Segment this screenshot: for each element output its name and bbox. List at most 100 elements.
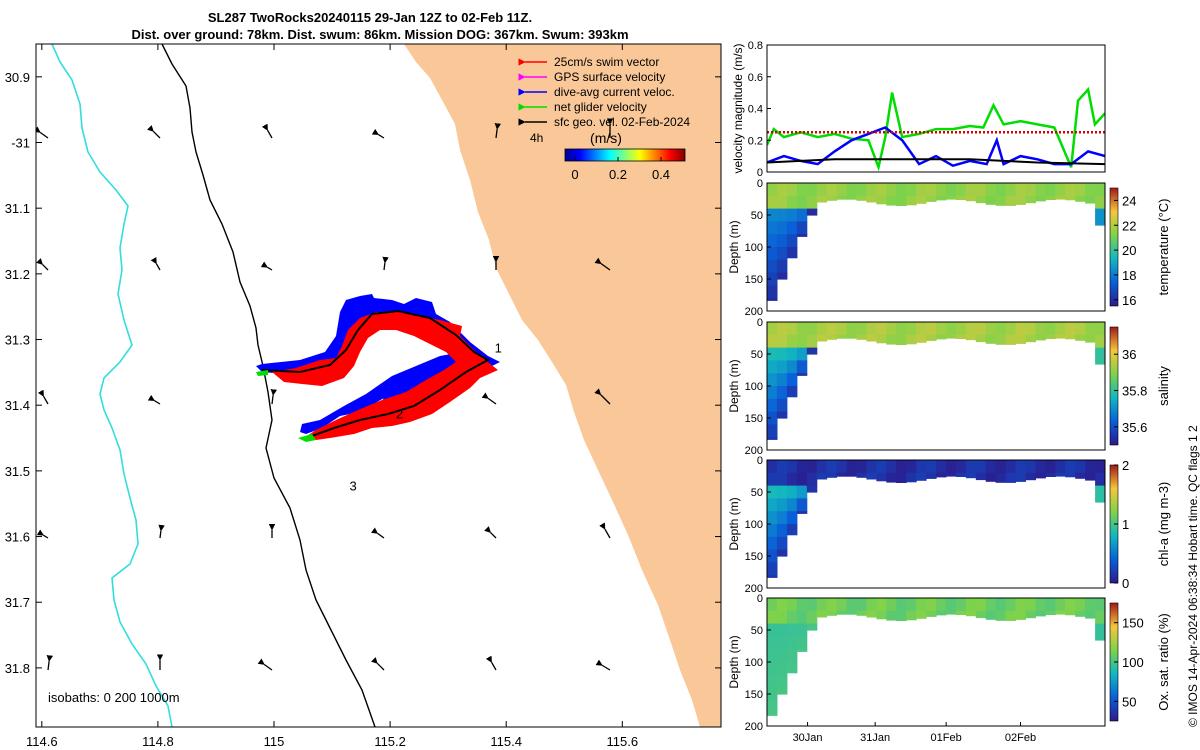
heatmap-cell <box>846 195 857 200</box>
heatmap-cell <box>806 623 818 631</box>
map-ytick-label: 31.3 <box>5 333 30 348</box>
heatmap-cell <box>975 334 987 343</box>
velocity-series-line <box>767 158 1105 166</box>
heatmap-cell <box>1005 460 1017 474</box>
heatmap-cell <box>926 195 937 202</box>
heatmap-cell <box>846 460 857 474</box>
heatmap-cell <box>926 610 937 617</box>
time-tick-label: 30Jan <box>793 732 823 744</box>
heatmap-cell <box>767 562 778 576</box>
heatmap-cell <box>767 334 778 349</box>
waypoint-label: 1 <box>495 341 502 356</box>
legend-label: 25cm/s swim vector <box>554 55 659 69</box>
heatmap-cell <box>816 334 828 342</box>
heatmap-cell <box>896 598 907 612</box>
speed-colorbar-tick-label: 0.2 <box>609 167 627 182</box>
heatmap-cell <box>1065 183 1076 197</box>
heatmap-cell <box>786 334 798 349</box>
legend-label: GPS surface velocity <box>554 70 665 84</box>
heatmap-ytick-label: 200 <box>745 721 763 733</box>
speed-colorbar-ticks: 0 0.2 0.4 <box>571 157 670 182</box>
heatmap-cell <box>1005 183 1017 197</box>
heatmap-cell <box>876 195 887 205</box>
heatmap-cell <box>856 598 867 612</box>
heatmap-cell <box>836 322 848 336</box>
heatmap-cell <box>906 334 917 345</box>
sfc-geo-arrow <box>260 261 273 271</box>
heatmap-cell <box>1055 610 1066 615</box>
heatmap-colorbar-tick-label: 18 <box>1122 268 1136 283</box>
heatmap-cell <box>866 610 877 618</box>
isobaths-label: isobaths: 0 200 1000m <box>48 690 180 705</box>
heatmap-cell <box>995 195 1007 206</box>
heatmap-cell <box>856 195 867 201</box>
waypoint-label: 3 <box>349 479 356 494</box>
heatmap-cell <box>896 460 907 474</box>
heatmap-cell <box>945 610 957 615</box>
heatmap-cell <box>1095 623 1105 637</box>
land-area <box>404 44 721 727</box>
legend-label: sfc geo. vel. 02-Feb-2024 <box>554 115 690 129</box>
heatmap-cell <box>985 322 997 336</box>
heatmap-cell <box>786 386 798 398</box>
heatmap-cell <box>1085 610 1096 619</box>
map-ytick-label: 31.8 <box>5 661 30 676</box>
heatmap-cell <box>767 472 778 487</box>
heatmap-cell <box>906 183 917 197</box>
heatmap-cell <box>1055 598 1066 612</box>
heatmap-cell <box>1015 334 1026 344</box>
map-ytick-label: 31.1 <box>5 201 30 216</box>
heatmap-cell <box>836 460 848 474</box>
heatmap-colorbar-tick-label: 22 <box>1122 218 1136 233</box>
heatmap-cell <box>767 322 778 336</box>
sfc-geo-arrow <box>158 524 165 539</box>
heatmap-cell <box>1095 183 1105 197</box>
heatmap-cell <box>767 347 778 361</box>
heatmap-cell <box>796 472 808 487</box>
velocity-ytick-label: 0.6 <box>748 72 763 84</box>
heatmap-cell <box>806 183 818 197</box>
heatmap-cell <box>786 183 798 197</box>
heatmap-cell <box>1025 334 1036 343</box>
heatmap-cell <box>1055 334 1066 339</box>
heatmap-cell <box>1015 183 1026 197</box>
sfc-geo-arrow <box>594 257 611 271</box>
heatmap-cell <box>975 460 987 474</box>
heatmap-cell <box>926 183 937 197</box>
velocity-ytick-label: 0.4 <box>748 104 763 116</box>
heatmap-cell <box>886 610 897 621</box>
heatmap-cell <box>836 183 848 197</box>
heatmap-cell <box>767 610 778 625</box>
sfc-geo-velocity-field <box>36 118 614 671</box>
heatmap-cell <box>767 498 778 512</box>
heatmap-cell <box>796 183 808 197</box>
heatmap-colorbar-tick-label: 100 <box>1122 655 1144 670</box>
heatmap-cell <box>965 598 977 612</box>
heatmap-cell <box>816 610 828 618</box>
heatmap-cell <box>796 649 808 652</box>
heatmap-cell <box>846 183 857 197</box>
heatmap-salinity: 0 50 100 150 200 Depth (m) 36 35.8 35.6 salinity <box>727 317 1171 457</box>
heatmap-cell <box>1065 610 1076 616</box>
heatmap-cell <box>767 247 778 261</box>
heatmap-cell <box>776 386 788 400</box>
heatmap-cell <box>1075 460 1086 474</box>
heatmap-cell <box>776 472 788 487</box>
heatmap-colorbar-label: chl-a (mg m-3) <box>1156 482 1171 567</box>
heatmap-cell <box>776 649 788 663</box>
heatmap-cell <box>1025 460 1036 474</box>
map-xtick-label: 115.2 <box>374 734 406 749</box>
heatmap-cell <box>1045 195 1056 200</box>
heatmap-cell <box>1035 472 1046 479</box>
map-xtick-label: 115 <box>264 734 285 749</box>
heatmap-cell <box>1035 183 1046 197</box>
heatmap-cell <box>896 183 907 197</box>
speed-colorbar-tick-label: 0 <box>571 167 578 182</box>
heatmap-cell <box>1005 610 1017 621</box>
sfc-geo-arrow <box>595 659 611 671</box>
heatmap-cell <box>1005 472 1017 483</box>
heatmap-cell <box>776 183 788 197</box>
heatmap-cell <box>776 259 788 274</box>
map-ytick-label: -31 <box>11 136 30 151</box>
heatmap-cell <box>916 322 927 336</box>
